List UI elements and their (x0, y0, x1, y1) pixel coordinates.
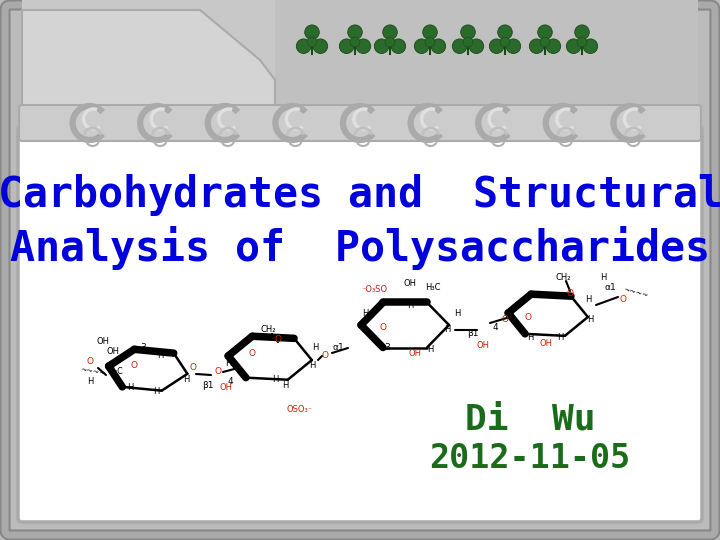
Text: O: O (215, 368, 222, 376)
Circle shape (529, 39, 544, 53)
Text: OH: OH (408, 348, 421, 357)
Circle shape (463, 37, 473, 47)
Circle shape (383, 25, 397, 39)
Text: H₃C: H₃C (109, 368, 123, 376)
Text: Analysis of  Polysaccharides: Analysis of Polysaccharides (10, 226, 710, 270)
Text: O: O (130, 361, 138, 369)
Text: α1: α1 (332, 343, 344, 353)
Text: OH: OH (220, 383, 233, 393)
Text: β1: β1 (467, 328, 479, 338)
Bar (275, 0, 698, 130)
Circle shape (305, 25, 319, 39)
Text: H: H (427, 346, 433, 354)
Circle shape (414, 39, 429, 53)
Text: H: H (507, 310, 513, 320)
Text: H: H (183, 375, 189, 384)
Bar (22, 0, 698, 130)
Circle shape (374, 39, 389, 53)
Circle shape (538, 25, 552, 39)
Circle shape (506, 39, 521, 53)
Circle shape (452, 39, 467, 53)
Text: H: H (444, 326, 450, 334)
Text: H: H (600, 273, 606, 281)
Text: H: H (87, 377, 93, 387)
Circle shape (313, 39, 328, 53)
Circle shape (339, 39, 354, 53)
FancyBboxPatch shape (18, 126, 702, 522)
Text: OH: OH (539, 339, 552, 348)
Text: Di  Wu: Di Wu (464, 403, 595, 437)
Text: H: H (527, 333, 534, 341)
Text: H: H (312, 343, 318, 353)
Text: CH₂: CH₂ (555, 273, 571, 281)
Circle shape (385, 37, 395, 47)
Circle shape (567, 39, 581, 53)
Text: O: O (189, 363, 197, 373)
Text: OSO₃⁻: OSO₃⁻ (287, 406, 313, 415)
Text: H: H (454, 308, 460, 318)
Circle shape (297, 39, 311, 53)
Circle shape (577, 37, 587, 47)
Circle shape (356, 39, 371, 53)
Text: O: O (322, 352, 328, 361)
Circle shape (307, 37, 317, 47)
Text: H: H (282, 381, 288, 390)
Text: O: O (502, 315, 508, 325)
Text: 2012-11-05: 2012-11-05 (429, 442, 631, 475)
Text: 4: 4 (492, 322, 498, 332)
Text: OH: OH (403, 279, 416, 287)
Text: H: H (362, 308, 368, 318)
Text: O: O (274, 335, 282, 345)
Circle shape (490, 39, 504, 53)
Text: H₃C: H₃C (426, 282, 441, 292)
Text: O: O (567, 288, 574, 298)
Text: 4: 4 (228, 377, 233, 387)
Text: OH: OH (96, 338, 109, 347)
Text: O: O (379, 322, 387, 332)
Text: O: O (524, 313, 531, 321)
Text: H: H (272, 375, 278, 384)
Text: O: O (619, 295, 626, 305)
Circle shape (350, 37, 360, 47)
Text: 3: 3 (384, 342, 390, 352)
Text: CH₂: CH₂ (260, 326, 276, 334)
Circle shape (575, 25, 589, 39)
Circle shape (348, 25, 362, 39)
Text: O: O (86, 357, 94, 367)
Circle shape (431, 39, 446, 53)
Circle shape (583, 39, 598, 53)
FancyBboxPatch shape (19, 105, 701, 141)
Text: H: H (587, 315, 593, 325)
Text: ⁻O₃SO: ⁻O₃SO (362, 286, 388, 294)
Circle shape (423, 25, 437, 39)
Circle shape (500, 37, 510, 47)
Circle shape (540, 37, 550, 47)
Text: H: H (153, 388, 159, 396)
Circle shape (498, 25, 513, 39)
Circle shape (469, 39, 484, 53)
Text: OH: OH (477, 341, 490, 349)
Text: H: H (585, 295, 591, 305)
Text: H: H (407, 300, 413, 309)
Text: ~~~~: ~~~~ (80, 366, 107, 379)
Text: Carbohydrates and  Structural: Carbohydrates and Structural (0, 174, 720, 216)
Text: OH: OH (107, 348, 120, 356)
Circle shape (391, 39, 405, 53)
Text: H: H (557, 333, 563, 341)
Text: H: H (225, 359, 231, 368)
Circle shape (425, 37, 435, 47)
Circle shape (546, 39, 561, 53)
Text: H: H (309, 361, 315, 370)
Text: ~~~~: ~~~~ (623, 285, 649, 301)
Text: H: H (157, 350, 163, 360)
Text: α1: α1 (604, 282, 616, 292)
Polygon shape (22, 10, 275, 130)
Circle shape (461, 25, 475, 39)
Text: H: H (127, 383, 133, 393)
Text: β1: β1 (202, 381, 214, 389)
Text: O: O (248, 349, 256, 359)
Text: 3: 3 (140, 343, 146, 353)
